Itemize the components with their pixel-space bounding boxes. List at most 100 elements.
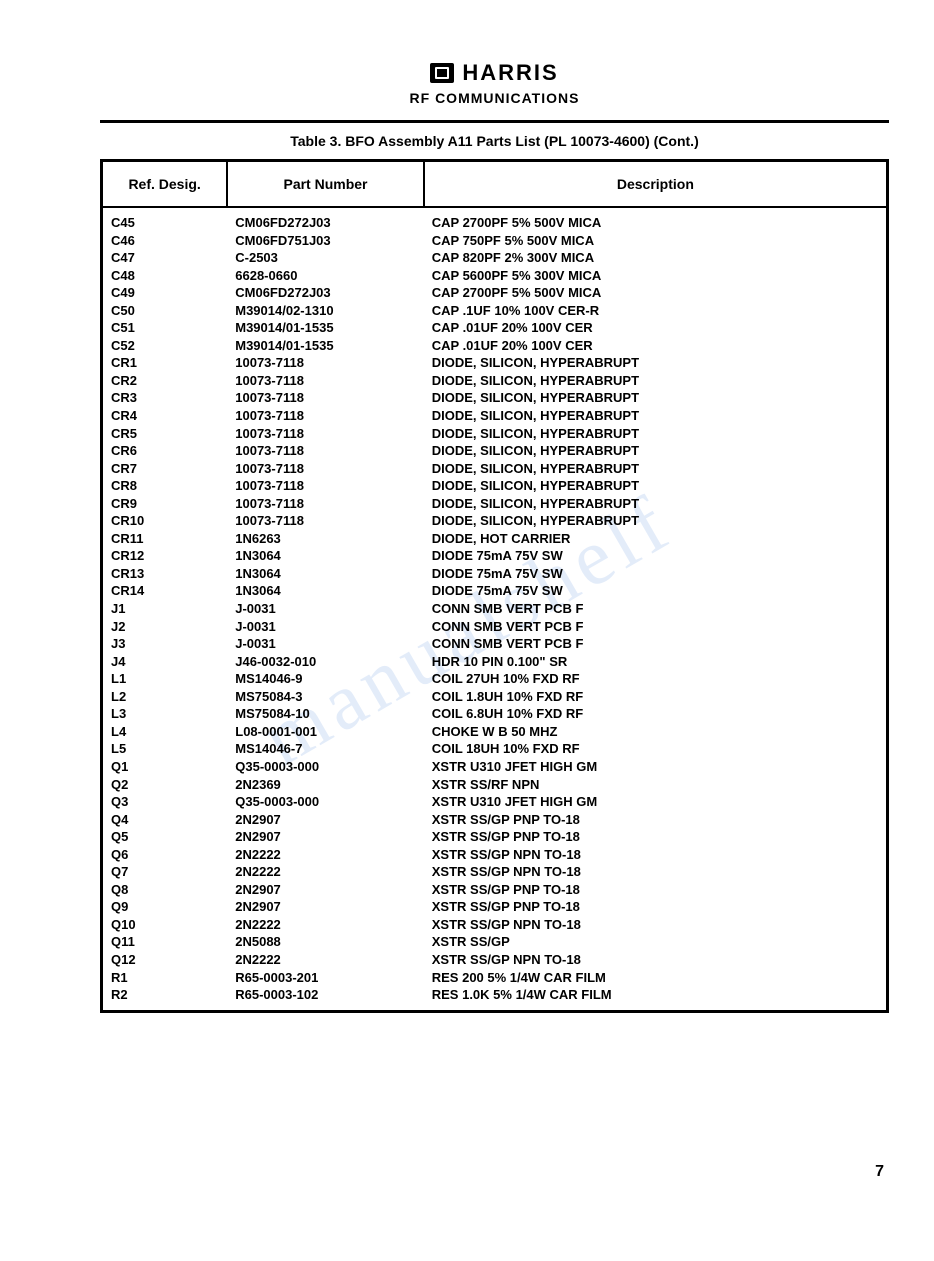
cell-part: 1N3064: [227, 565, 424, 583]
cell-ref: J4: [102, 653, 228, 671]
cell-ref: CR13: [102, 565, 228, 583]
table-row: CR710073-7118DIODE, SILICON, HYPERABRUPT: [102, 460, 888, 478]
cell-desc: DIODE, SILICON, HYPERABRUPT: [424, 495, 888, 513]
parts-list-table: Ref. Desig. Part Number Description C45C…: [100, 159, 889, 1013]
cell-desc: DIODE, SILICON, HYPERABRUPT: [424, 425, 888, 443]
cell-desc: DIODE 75mA 75V SW: [424, 547, 888, 565]
cell-part: M39014/01-1535: [227, 337, 424, 355]
cell-part: MS14046-9: [227, 670, 424, 688]
cell-desc: DIODE, SILICON, HYPERABRUPT: [424, 442, 888, 460]
cell-part: 10073-7118: [227, 372, 424, 390]
cell-part: 1N3064: [227, 547, 424, 565]
table-row: Q112N5088XSTR SS/GP: [102, 933, 888, 951]
table-row: C47C-2503CAP 820PF 2% 300V MICA: [102, 249, 888, 267]
table-row: Q102N2222XSTR SS/GP NPN TO-18: [102, 916, 888, 934]
cell-ref: CR2: [102, 372, 228, 390]
cell-ref: C48: [102, 267, 228, 285]
cell-part: CM06FD751J03: [227, 232, 424, 250]
cell-part: 2N2222: [227, 951, 424, 969]
cell-desc: XSTR U310 JFET HIGH GM: [424, 793, 888, 811]
cell-part: Q35-0003-000: [227, 758, 424, 776]
cell-ref: C45: [102, 207, 228, 232]
cell-ref: Q9: [102, 898, 228, 916]
table-row: J2J-0031CONN SMB VERT PCB F: [102, 618, 888, 636]
table-row: CR510073-7118DIODE, SILICON, HYPERABRUPT: [102, 425, 888, 443]
cell-ref: C47: [102, 249, 228, 267]
cell-part: 1N3064: [227, 582, 424, 600]
cell-desc: XSTR SS/RF NPN: [424, 776, 888, 794]
cell-desc: RES 1.0K 5% 1/4W CAR FILM: [424, 986, 888, 1011]
column-header-desc: Description: [424, 161, 888, 208]
cell-desc: DIODE, SILICON, HYPERABRUPT: [424, 512, 888, 530]
cell-ref: CR6: [102, 442, 228, 460]
table-row: CR210073-7118DIODE, SILICON, HYPERABRUPT: [102, 372, 888, 390]
cell-ref: L5: [102, 740, 228, 758]
cell-ref: L1: [102, 670, 228, 688]
cell-desc: DIODE 75mA 75V SW: [424, 582, 888, 600]
cell-part: 2N2907: [227, 898, 424, 916]
cell-ref: Q10: [102, 916, 228, 934]
cell-ref: R1: [102, 969, 228, 987]
cell-part: 10073-7118: [227, 477, 424, 495]
cell-part: 2N2222: [227, 863, 424, 881]
cell-desc: XSTR SS/GP NPN TO-18: [424, 916, 888, 934]
cell-desc: XSTR U310 JFET HIGH GM: [424, 758, 888, 776]
cell-part: 10073-7118: [227, 495, 424, 513]
table-row: Q1Q35-0003-000XSTR U310 JFET HIGH GM: [102, 758, 888, 776]
cell-desc: XSTR SS/GP NPN TO-18: [424, 846, 888, 864]
table-row: L3MS75084-10COIL 6.8UH 10% FXD RF: [102, 705, 888, 723]
cell-desc: DIODE, SILICON, HYPERABRUPT: [424, 389, 888, 407]
cell-part: 2N2907: [227, 828, 424, 846]
cell-desc: DIODE, SILICON, HYPERABRUPT: [424, 460, 888, 478]
cell-part: 10073-7118: [227, 442, 424, 460]
cell-ref: R2: [102, 986, 228, 1011]
cell-part: 6628-0660: [227, 267, 424, 285]
column-header-ref: Ref. Desig.: [102, 161, 228, 208]
cell-desc: CAP 5600PF 5% 300V MICA: [424, 267, 888, 285]
cell-desc: CAP 820PF 2% 300V MICA: [424, 249, 888, 267]
table-row: R2R65-0003-102RES 1.0K 5% 1/4W CAR FILM: [102, 986, 888, 1011]
table-row: L4L08-0001-001CHOKE W B 50 MHZ: [102, 723, 888, 741]
table-row: CR610073-7118DIODE, SILICON, HYPERABRUPT: [102, 442, 888, 460]
cell-ref: Q8: [102, 881, 228, 899]
cell-ref: J3: [102, 635, 228, 653]
cell-part: 10073-7118: [227, 460, 424, 478]
cell-desc: CAP .1UF 10% 100V CER-R: [424, 302, 888, 320]
cell-desc: XSTR SS/GP: [424, 933, 888, 951]
table-row: CR910073-7118DIODE, SILICON, HYPERABRUPT: [102, 495, 888, 513]
table-row: J4J46-0032-010HDR 10 PIN 0.100" SR: [102, 653, 888, 671]
cell-part: M39014/01-1535: [227, 319, 424, 337]
cell-part: Q35-0003-000: [227, 793, 424, 811]
table-row: C49CM06FD272J03CAP 2700PF 5% 500V MICA: [102, 284, 888, 302]
table-row: Q72N2222XSTR SS/GP NPN TO-18: [102, 863, 888, 881]
cell-desc: COIL 18UH 10% FXD RF: [424, 740, 888, 758]
cell-part: 10073-7118: [227, 425, 424, 443]
cell-desc: DIODE, SILICON, HYPERABRUPT: [424, 354, 888, 372]
cell-desc: CHOKE W B 50 MHZ: [424, 723, 888, 741]
cell-part: 1N6263: [227, 530, 424, 548]
cell-part: J46-0032-010: [227, 653, 424, 671]
cell-desc: HDR 10 PIN 0.100" SR: [424, 653, 888, 671]
cell-part: 2N2222: [227, 916, 424, 934]
cell-part: 10073-7118: [227, 354, 424, 372]
table-row: R1R65-0003-201RES 200 5% 1/4W CAR FILM: [102, 969, 888, 987]
cell-ref: L4: [102, 723, 228, 741]
cell-desc: COIL 1.8UH 10% FXD RF: [424, 688, 888, 706]
table-row: L2MS75084-3COIL 1.8UH 10% FXD RF: [102, 688, 888, 706]
table-row: Q62N2222XSTR SS/GP NPN TO-18: [102, 846, 888, 864]
table-row: Q3Q35-0003-000XSTR U310 JFET HIGH GM: [102, 793, 888, 811]
cell-desc: CAP 750PF 5% 500V MICA: [424, 232, 888, 250]
cell-ref: CR3: [102, 389, 228, 407]
cell-ref: CR7: [102, 460, 228, 478]
cell-desc: XSTR SS/GP NPN TO-18: [424, 863, 888, 881]
table-row: L5MS14046-7COIL 18UH 10% FXD RF: [102, 740, 888, 758]
table-row: J3J-0031CONN SMB VERT PCB F: [102, 635, 888, 653]
cell-desc: CAP 2700PF 5% 500V MICA: [424, 207, 888, 232]
cell-part: R65-0003-102: [227, 986, 424, 1011]
table-row: Q122N2222XSTR SS/GP NPN TO-18: [102, 951, 888, 969]
cell-desc: DIODE, SILICON, HYPERABRUPT: [424, 477, 888, 495]
cell-desc: CONN SMB VERT PCB F: [424, 600, 888, 618]
cell-desc: CAP 2700PF 5% 500V MICA: [424, 284, 888, 302]
table-row: C486628-0660CAP 5600PF 5% 300V MICA: [102, 267, 888, 285]
table-row: CR110073-7118DIODE, SILICON, HYPERABRUPT: [102, 354, 888, 372]
